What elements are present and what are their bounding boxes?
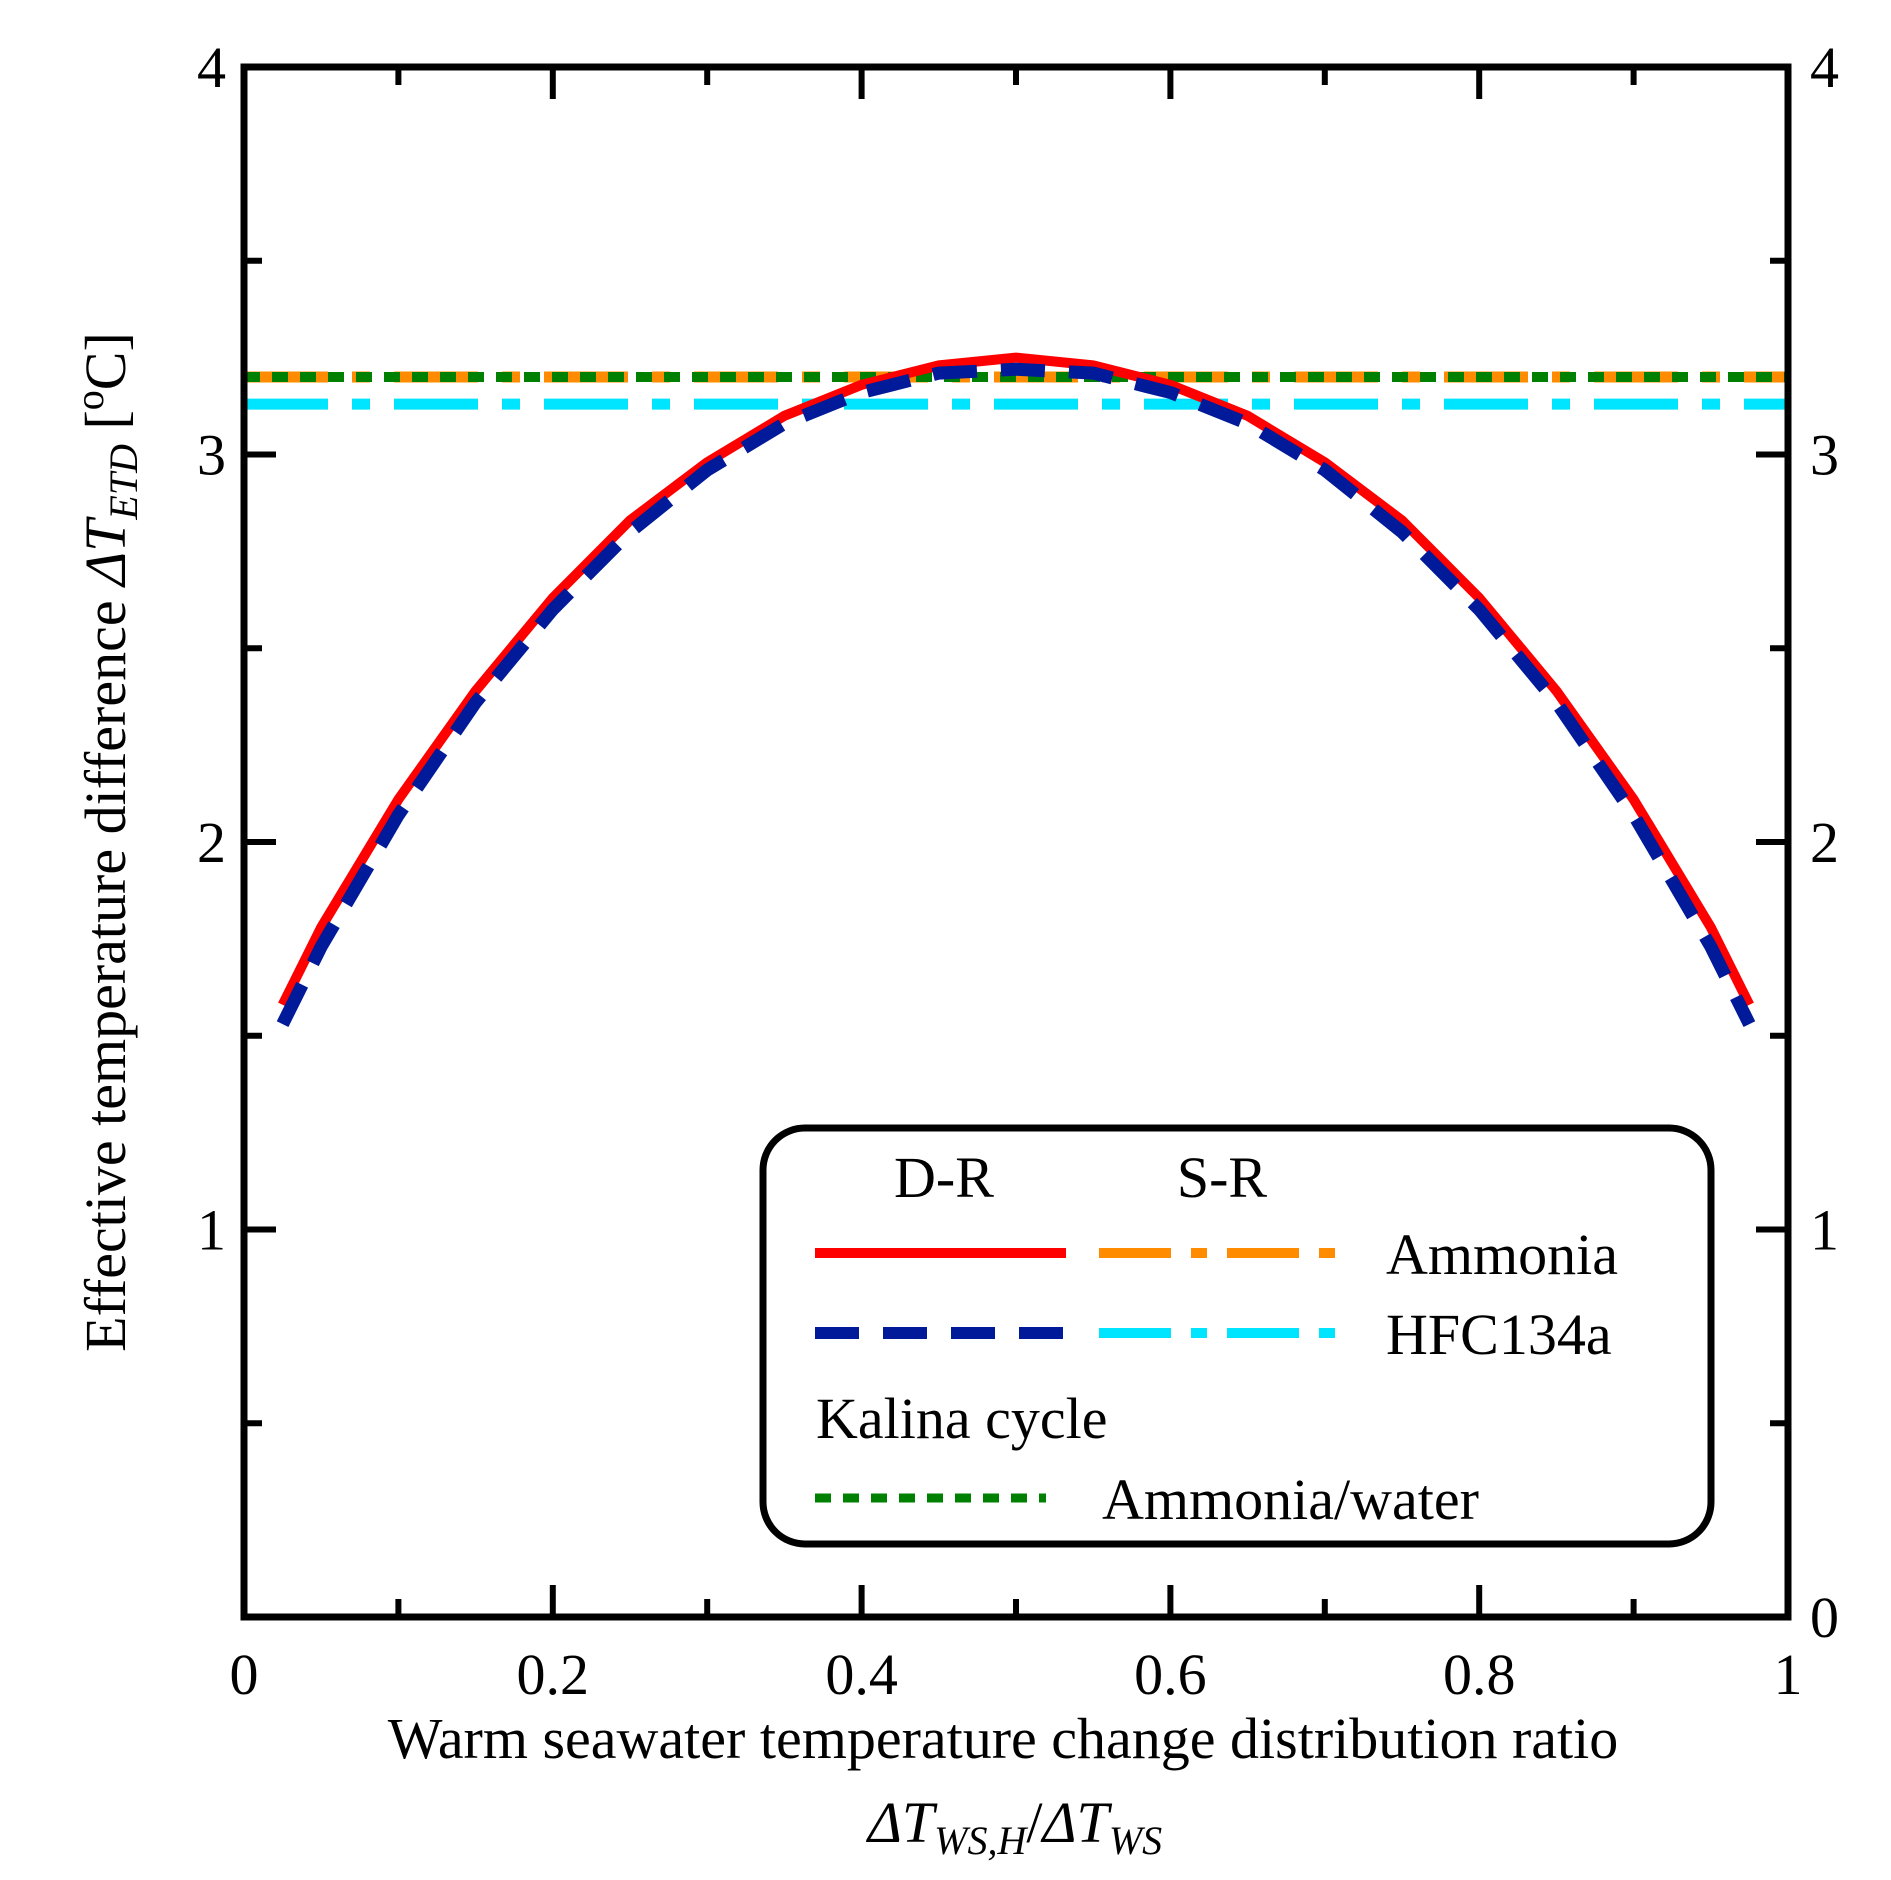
- x-axis-formula: ΔTWS,H/ΔTWS: [866, 1790, 1162, 1863]
- y-right-tick-label: 1: [1810, 1198, 1839, 1263]
- y-axis-title: Effective temperature difference ΔTETD […: [67, 332, 146, 1352]
- y-right-tick-label: 2: [1810, 810, 1839, 875]
- tick-layer: [241, 67, 1791, 1617]
- y-right-tick-label: 4: [1810, 35, 1839, 100]
- series-hfc134a-d-r: [276, 362, 1756, 1027]
- legend: D-R S-R Ammonia HFC134a Kalina cycle Amm…: [759, 1124, 1715, 1548]
- legend-kalina-title: Kalina cycle: [816, 1386, 1107, 1451]
- legend-header-dr: D-R: [894, 1145, 994, 1210]
- x-tick-label: 0: [230, 1642, 259, 1707]
- x-tick-label: 0.2: [517, 1642, 590, 1707]
- y-right-tick-label: 3: [1810, 423, 1839, 488]
- y-left-tick-label: 1: [197, 1198, 226, 1263]
- legend-ammonia-label: Ammonia: [1386, 1222, 1618, 1287]
- x-axis-title: Warm seawater temperature change distrib…: [388, 1706, 1619, 1771]
- x-tick-label: 0.8: [1443, 1642, 1516, 1707]
- legend-hfc-label: HFC134a: [1386, 1302, 1612, 1367]
- y-left-tick-label: 4: [197, 35, 226, 100]
- y-left-tick-label: 2: [197, 810, 226, 875]
- y-right-tick-label: 0: [1810, 1585, 1839, 1650]
- legend-header-sr: S-R: [1177, 1145, 1268, 1210]
- x-tick-label: 0.4: [825, 1642, 898, 1707]
- series-layer: [246, 352, 1786, 1027]
- y-left-tick-label: 3: [197, 423, 226, 488]
- legend-kalina-label: Ammonia/water: [1102, 1467, 1479, 1532]
- series-ammonia-d-r: [278, 352, 1754, 1008]
- x-tick-label: 1: [1774, 1642, 1803, 1707]
- x-tick-label: 0.6: [1134, 1642, 1207, 1707]
